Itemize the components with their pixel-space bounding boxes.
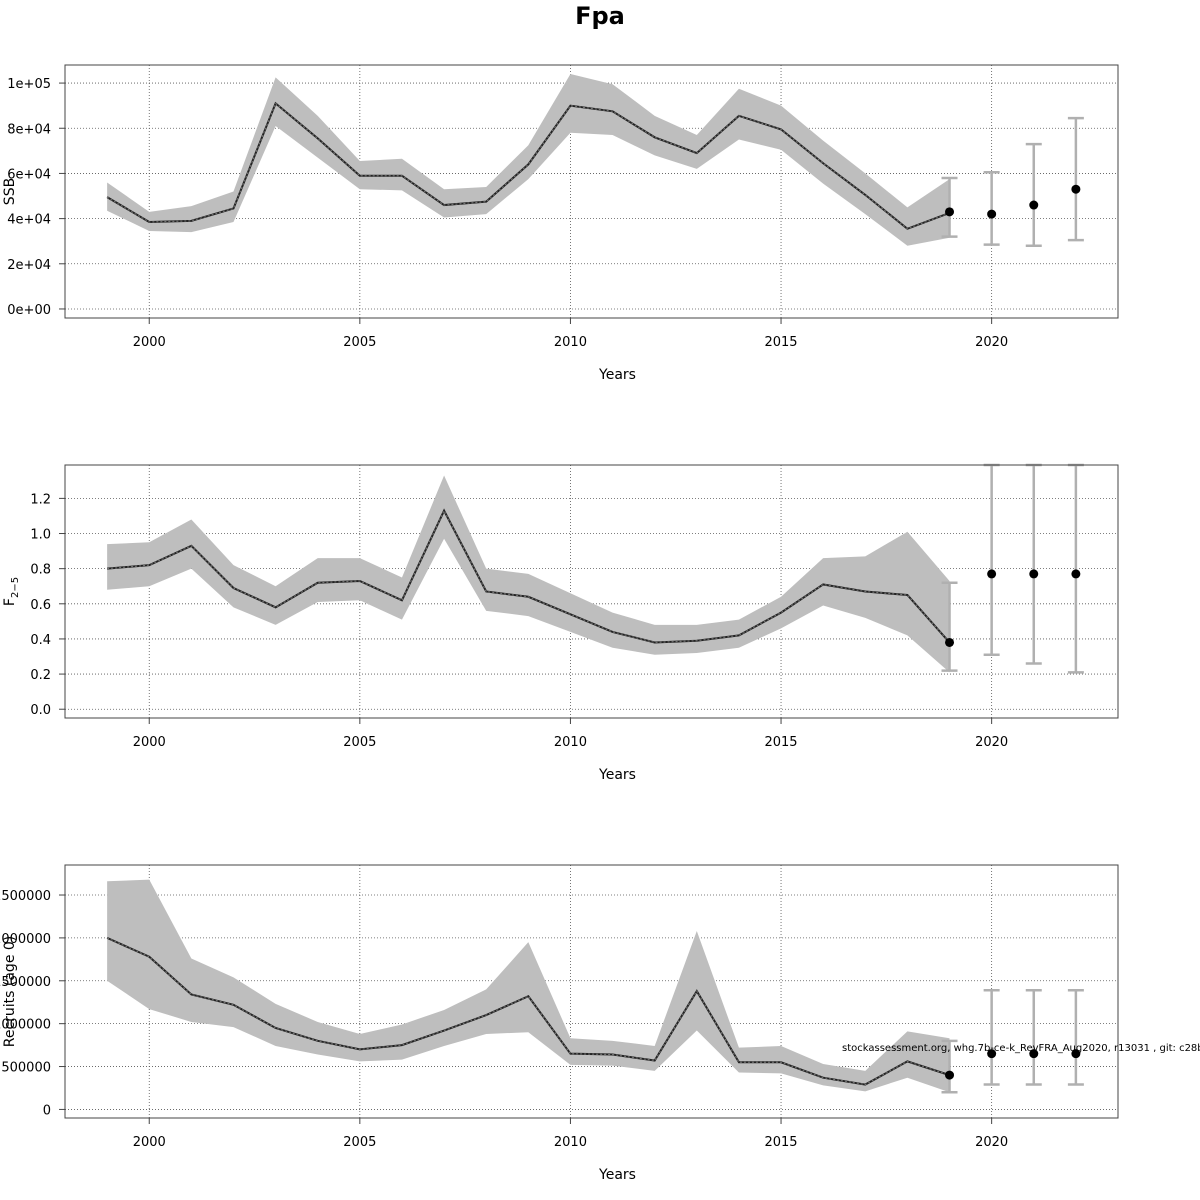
forecast-point bbox=[945, 1070, 955, 1080]
x-tick-label: 2020 bbox=[975, 1135, 1008, 1150]
x-tick-label: 2015 bbox=[764, 735, 797, 750]
plot-frame bbox=[64, 464, 1119, 719]
x-tick-label: 2015 bbox=[764, 335, 797, 350]
x-tick-label: 2015 bbox=[764, 1135, 797, 1150]
forecast-point bbox=[987, 209, 997, 219]
y-tick-label: 500000 bbox=[1, 1061, 51, 1076]
y-tick-label: 1000000 bbox=[0, 1018, 51, 1033]
plot-frame bbox=[64, 64, 1119, 319]
x-axis-label: Years bbox=[598, 767, 636, 783]
forecast-point bbox=[1029, 1049, 1039, 1059]
panel-2: 2000 2005 2010 2015 2020 0.0 0.2 0.4 0.6 0.8 1.0 1.… bbox=[2, 463, 1119, 783]
x-tick-label: 2010 bbox=[554, 1135, 587, 1150]
y-tick-label: 8e+04 bbox=[7, 122, 51, 137]
y-tick-label: 2e+04 bbox=[7, 258, 51, 273]
x-tick-label: 2005 bbox=[343, 1135, 376, 1150]
x-tick-label: 2005 bbox=[343, 735, 376, 750]
y-tick-label: 0.8 bbox=[30, 563, 51, 578]
y-tick-label: 1500000 bbox=[0, 975, 51, 990]
forecast-point bbox=[945, 637, 955, 647]
x-axis-label: Years bbox=[598, 367, 636, 383]
y-tick-label: 0e+00 bbox=[7, 303, 51, 318]
forecast-point bbox=[987, 1049, 997, 1059]
estimate-line-dashed bbox=[106, 102, 950, 230]
forecast-point bbox=[1029, 569, 1039, 579]
panel-1: 2000 2005 2010 2015 2020 0e+00 2e+04 4e+04 6e+04… bbox=[2, 64, 1119, 383]
y-tick-label: 2500000 bbox=[0, 889, 51, 904]
confidence-band bbox=[107, 475, 950, 673]
x-tick-label: 2020 bbox=[975, 335, 1008, 350]
y-tick-label: 0.0 bbox=[30, 703, 51, 718]
estimate-line-dashed bbox=[107, 509, 950, 643]
y-tick-label: 1.2 bbox=[30, 492, 51, 507]
x-tick-label: 2010 bbox=[554, 735, 587, 750]
y-tick-label: 0 bbox=[43, 1103, 51, 1118]
y-tick-label: 6e+04 bbox=[7, 167, 51, 182]
estimate-line bbox=[106, 936, 950, 1086]
y-axis-label-subscript: 2−5 bbox=[10, 577, 21, 598]
x-tick-label: 2000 bbox=[133, 735, 166, 750]
y-axis-label: SSB bbox=[2, 178, 18, 205]
y-tick-label: 0.4 bbox=[30, 633, 51, 648]
panels: 2000 2005 2010 2015 2020 0e+00 2e+04 4e+04 6e+04… bbox=[0, 64, 1119, 1183]
forecast-point bbox=[987, 569, 997, 579]
confidence-band bbox=[107, 74, 950, 246]
panel-3: 2000 2005 2010 2015 2020 0 500000 1000000 150000… bbox=[0, 864, 1119, 1183]
y-tick-label: 0.2 bbox=[30, 668, 51, 683]
y-tick-label: 0.6 bbox=[30, 598, 51, 613]
forecast-point bbox=[1029, 200, 1039, 210]
x-tick-label: 2020 bbox=[975, 735, 1008, 750]
y-tick-label: 4e+04 bbox=[7, 213, 51, 228]
forecast-point bbox=[1071, 569, 1081, 579]
chart-title: Fpa bbox=[575, 2, 625, 30]
x-tick-label: 2010 bbox=[554, 335, 587, 350]
y-tick-label: 1.0 bbox=[30, 528, 51, 543]
x-tick-label: 2000 bbox=[133, 1135, 166, 1150]
y-axis-label: Recruits (age 0) bbox=[2, 936, 18, 1048]
forecast-point bbox=[945, 207, 955, 217]
forecast-point bbox=[1071, 1049, 1081, 1059]
plot-frame bbox=[64, 864, 1119, 1119]
y-tick-label: 2000000 bbox=[0, 932, 51, 947]
forecast-point bbox=[1071, 184, 1081, 194]
y-axis-label: F2−5 bbox=[2, 577, 21, 606]
y-tick-label: 1e+05 bbox=[7, 77, 51, 92]
x-tick-label: 2000 bbox=[133, 335, 166, 350]
x-axis-label: Years bbox=[598, 1167, 636, 1183]
confidence-band bbox=[107, 879, 950, 1093]
x-tick-label: 2005 bbox=[343, 335, 376, 350]
source-annotation: stockassessment.org, whg.7b-ce-k_RevFRA_… bbox=[842, 1043, 1200, 1054]
